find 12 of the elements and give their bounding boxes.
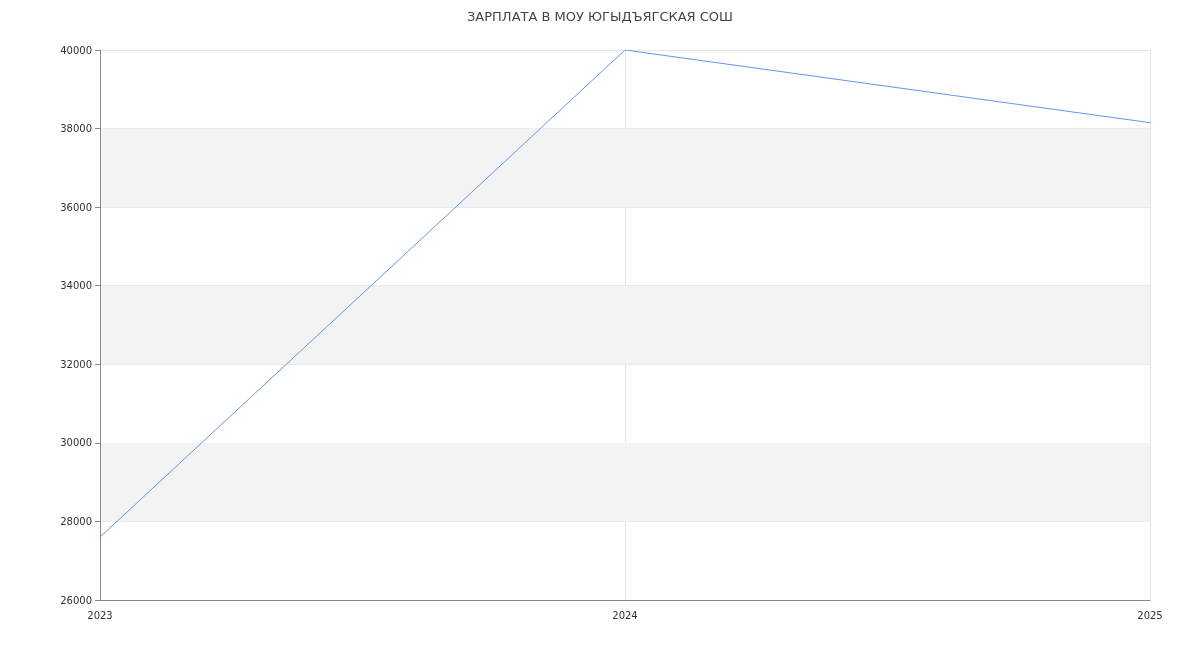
y-tick-label: 36000 xyxy=(60,201,92,213)
y-tick-label: 26000 xyxy=(60,594,92,606)
y-tick-label: 34000 xyxy=(60,280,92,292)
x-tick-label: 2023 xyxy=(87,609,113,621)
x-tick-label: 2025 xyxy=(1137,609,1163,621)
y-tick-label: 32000 xyxy=(60,358,92,370)
x-tick-label: 2024 xyxy=(612,609,638,621)
y-tick-label: 30000 xyxy=(60,437,92,449)
y-tick-label: 38000 xyxy=(60,123,92,135)
y-tick-label: 40000 xyxy=(60,44,92,56)
chart-title: ЗАРПЛАТА В МОУ ЮГЫДЪЯГСКАЯ СОШ xyxy=(467,9,733,24)
y-tick-label: 28000 xyxy=(60,515,92,527)
